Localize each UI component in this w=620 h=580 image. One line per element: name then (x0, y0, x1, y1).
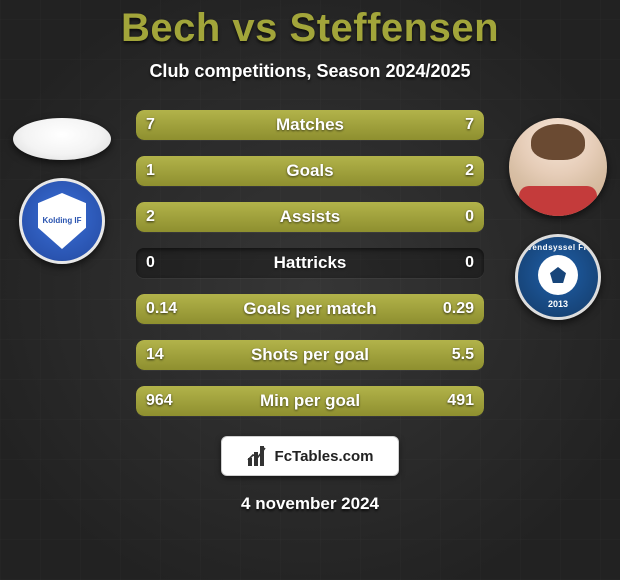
player-right-avatar (509, 118, 607, 216)
player-left-club-badge: Kolding IF (19, 178, 105, 264)
stat-row: 12Goals (136, 156, 484, 186)
stat-value-left: 0 (146, 248, 155, 278)
club-left-name: Kolding IF (42, 217, 81, 226)
bar-left (136, 110, 310, 140)
bar-left (136, 386, 367, 416)
bar-right (310, 110, 484, 140)
stat-value-right: 0 (465, 248, 474, 278)
stat-row: 0 0Hattricks (136, 248, 484, 278)
fctables-logo: FcTables.com (221, 436, 399, 476)
comparison-title: Bech vs Steffensen (121, 6, 499, 51)
club-shield-icon: Kolding IF (38, 193, 86, 249)
stat-rows: 77Matches 12Goals 20Assists 0 0Hattricks 0.14… (136, 110, 484, 416)
bar-right (252, 156, 484, 186)
bar-right (386, 340, 484, 370)
player-left-avatar (13, 118, 111, 160)
bar-left (136, 156, 252, 186)
club-right-year: 2013 (518, 299, 598, 309)
club-right-name: Vendsyssel FF (518, 243, 598, 252)
bar-left (136, 294, 249, 324)
player-left-column: Kolding IF (12, 118, 112, 264)
bar-left (136, 340, 386, 370)
stat-label: Hattricks (136, 248, 484, 278)
comparison-date: 4 november 2024 (241, 494, 379, 514)
bar-right (367, 386, 484, 416)
footer-brand-text: FcTables.com (275, 448, 374, 465)
stat-row: 20Assists (136, 202, 484, 232)
player-right-club-badge: Vendsyssel FF 2013 (515, 234, 601, 320)
player-right-column: Vendsyssel FF 2013 (508, 118, 608, 320)
stat-row: 964491Min per goal (136, 386, 484, 416)
soccer-ball-icon (538, 255, 578, 295)
bar-left (136, 202, 484, 232)
bars-icon (247, 446, 269, 466)
stat-row: 77Matches (136, 110, 484, 140)
bar-right (249, 294, 484, 324)
comparison-subtitle: Club competitions, Season 2024/2025 (149, 61, 470, 82)
stat-row: 145.5Shots per goal (136, 340, 484, 370)
stat-row: 0.140.29Goals per match (136, 294, 484, 324)
